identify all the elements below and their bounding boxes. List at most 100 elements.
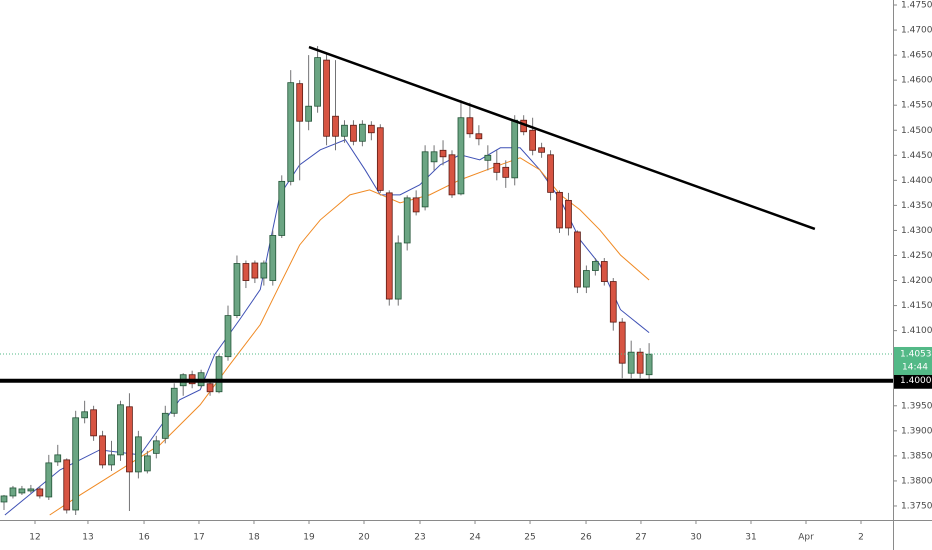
candle-body [547,154,554,193]
candle-body [117,404,124,456]
candle-body [359,123,366,142]
candle-body [583,270,590,288]
candle-body [529,129,536,151]
candle-body [135,436,142,473]
y-tick-label: 1.43500 [901,201,932,211]
candle-body [99,435,106,466]
candle-body [314,57,321,107]
y-tick-label: 1.42000 [901,276,932,286]
candle-body [206,383,214,393]
candle-body [251,262,259,279]
candle-body [126,406,133,473]
x-tick-label: 20 [358,533,370,543]
candle-body [332,115,339,137]
x-tick-label: 25 [524,533,535,543]
x-tick-label: 18 [248,533,260,543]
candle-body [484,154,492,161]
candle-body [269,235,277,281]
candle-body [385,192,393,300]
y-tick-label: 1.47500 [901,1,932,11]
candle-body [18,488,26,494]
candle-body [152,440,160,454]
candle-body [224,315,232,358]
x-tick-label: 31 [745,533,756,543]
y-tick-label: 1.39500 [901,401,932,411]
candle-body [90,409,97,437]
candle-body [143,455,151,472]
candle-body [350,124,357,142]
candle-body [502,166,510,178]
y-tick-label: 1.43000 [901,226,932,236]
y-tick-label: 1.44000 [901,176,932,186]
candle-body [63,459,71,511]
candle-body [412,197,420,213]
candle-body [323,59,330,137]
candle-body [305,105,312,122]
y-tick-label: 1.46500 [901,51,932,61]
candle-body [27,488,35,492]
y-tick-label: 1.42500 [901,251,932,261]
candle-body [108,454,115,466]
candle-body [636,351,644,374]
candle-body [341,124,348,137]
x-tick-label: 12 [29,533,40,543]
y-tick-label: 1.45500 [901,101,932,111]
level-tag [894,372,932,389]
candle-body [421,151,429,208]
y-tick-label: 1.37500 [901,501,932,511]
candle-body [609,281,617,323]
candle-body [645,353,653,376]
candle-body [170,387,178,414]
y-tick-label: 1.45000 [901,126,932,136]
candle-body [54,454,62,463]
countdown-label: 14:44 [902,362,928,372]
y-tick-label: 1.41000 [901,326,932,336]
candle-body [574,231,581,288]
candle-body [161,412,169,439]
current-price-label: 1.40534 [900,349,932,359]
candle-body [260,262,268,279]
current-price-tag [894,346,932,375]
candle-body [9,487,17,497]
candle-body [287,82,295,182]
x-tick-label: 17 [193,533,204,543]
x-tick-label: 19 [303,533,315,543]
y-tick-label: 1.38000 [901,476,932,486]
x-tick-label: 24 [469,533,481,543]
x-tick-label: 26 [580,533,592,543]
candle-body [627,351,635,374]
candle-body [439,149,447,158]
candle-body [367,124,375,134]
candle-body [376,127,384,191]
candle-body [591,261,599,271]
candle-body [394,242,402,300]
trendline [308,45,816,231]
candle-body [556,191,563,229]
x-tick-label: 23 [414,533,425,543]
candle-body [475,133,483,140]
candle-body [565,199,572,229]
y-tick-label: 1.46000 [901,76,932,86]
candle-body [0,495,8,503]
x-tick-label: 13 [82,533,93,543]
moving-average-line [49,157,650,516]
candle-body [242,263,250,281]
x-tick-label: 27 [635,533,646,543]
candle-body [448,154,456,196]
candle-body [81,411,88,419]
candle-body [296,83,304,122]
y-tick-label: 1.41500 [901,301,932,311]
candle-body [45,462,53,498]
x-tick-label: 30 [690,533,702,543]
y-tick-label: 1.44500 [901,151,932,161]
candle-body [466,117,474,135]
candle-body [600,261,608,282]
candle-body [72,417,80,511]
y-tick-label: 1.39000 [901,426,932,436]
candle-body [430,151,438,163]
candle-body [36,488,44,497]
candle-body [278,180,286,236]
y-tick-label: 1.38500 [901,451,932,461]
candle-body [493,162,501,173]
